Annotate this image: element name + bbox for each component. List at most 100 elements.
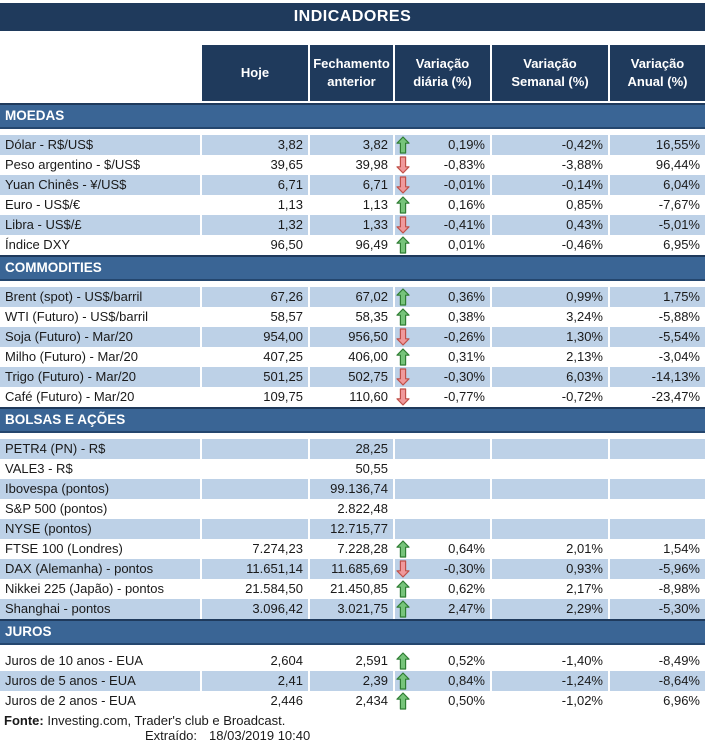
extracted-line[interactable]: Extraído: 18/03/2019 10:40	[145, 728, 705, 743]
cell-variacao-semanal[interactable]: 1,30%	[492, 327, 608, 347]
cell-variacao-anual[interactable]: 1,54%	[610, 539, 705, 559]
cell-fechamento-anterior[interactable]: 3,82	[310, 135, 393, 155]
cell-variacao-semanal[interactable]: -1,02%	[492, 691, 608, 711]
cell-label[interactable]: DAX (Alemanha) - pontos	[0, 559, 200, 579]
cell-label[interactable]: Juros de 10 anos - EUA	[0, 651, 200, 671]
cell-hoje[interactable]: 39,65	[202, 155, 308, 175]
cell-variacao-diaria[interactable]	[395, 479, 490, 499]
cell-label[interactable]: Dólar - R$/US$	[0, 135, 200, 155]
cell-variacao-anual[interactable]: 6,04%	[610, 175, 705, 195]
cell-variacao-semanal[interactable]: -1,24%	[492, 671, 608, 691]
cell-variacao-anual[interactable]: -5,54%	[610, 327, 705, 347]
cell-variacao-anual[interactable]: -5,30%	[610, 599, 705, 619]
cell-variacao-semanal[interactable]: 2,01%	[492, 539, 608, 559]
cell-fechamento-anterior[interactable]: 1,13	[310, 195, 393, 215]
cell-fechamento-anterior[interactable]: 67,02	[310, 287, 393, 307]
cell-variacao-anual[interactable]: -3,04%	[610, 347, 705, 367]
cell-variacao-diaria[interactable]: 0,52%	[395, 651, 490, 671]
cell-variacao-anual[interactable]: -8,64%	[610, 671, 705, 691]
cell-hoje[interactable]: 3,82	[202, 135, 308, 155]
cell-variacao-semanal[interactable]: -3,88%	[492, 155, 608, 175]
cell-label[interactable]: Nikkei 225 (Japão) - pontos	[0, 579, 200, 599]
cell-variacao-diaria[interactable]: -0,83%	[395, 155, 490, 175]
cell-variacao-diaria[interactable]: -0,77%	[395, 387, 490, 407]
cell-variacao-semanal[interactable]	[492, 439, 608, 459]
cell-variacao-anual[interactable]: -5,96%	[610, 559, 705, 579]
cell-variacao-anual[interactable]: -14,13%	[610, 367, 705, 387]
cell-hoje[interactable]: 501,25	[202, 367, 308, 387]
cell-variacao-semanal[interactable]	[492, 499, 608, 519]
cell-fechamento-anterior[interactable]: 96,49	[310, 235, 393, 255]
cell-label[interactable]: Yuan Chinês - ¥/US$	[0, 175, 200, 195]
cell-variacao-anual[interactable]	[610, 439, 705, 459]
cell-hoje[interactable]: 407,25	[202, 347, 308, 367]
cell-hoje[interactable]: 11.651,14	[202, 559, 308, 579]
cell-variacao-diaria[interactable]: -0,30%	[395, 559, 490, 579]
cell-fechamento-anterior[interactable]: 2.822,48	[310, 499, 393, 519]
cell-fechamento-anterior[interactable]: 2,591	[310, 651, 393, 671]
cell-variacao-semanal[interactable]: 0,43%	[492, 215, 608, 235]
cell-fechamento-anterior[interactable]: 6,71	[310, 175, 393, 195]
cell-label[interactable]: Juros de 2 anos - EUA	[0, 691, 200, 711]
title-bar[interactable]: INDICADORES	[0, 3, 705, 31]
cell-variacao-semanal[interactable]: 2,13%	[492, 347, 608, 367]
cell-fechamento-anterior[interactable]: 956,50	[310, 327, 393, 347]
cell-hoje[interactable]: 954,00	[202, 327, 308, 347]
cell-variacao-semanal[interactable]: -0,46%	[492, 235, 608, 255]
cell-hoje[interactable]: 109,75	[202, 387, 308, 407]
cell-label[interactable]: Brent (spot) - US$/barril	[0, 287, 200, 307]
cell-variacao-diaria[interactable]: -0,26%	[395, 327, 490, 347]
cell-variacao-diaria[interactable]	[395, 439, 490, 459]
cell-variacao-semanal[interactable]: -1,40%	[492, 651, 608, 671]
cell-fechamento-anterior[interactable]: 21.450,85	[310, 579, 393, 599]
cell-variacao-diaria[interactable]: 0,64%	[395, 539, 490, 559]
cell-variacao-anual[interactable]: -8,49%	[610, 651, 705, 671]
cell-variacao-diaria[interactable]: 0,62%	[395, 579, 490, 599]
cell-label[interactable]: Trigo (Futuro) - Mar/20	[0, 367, 200, 387]
cell-hoje[interactable]: 2,446	[202, 691, 308, 711]
cell-variacao-semanal[interactable]: 6,03%	[492, 367, 608, 387]
cell-fechamento-anterior[interactable]: 502,75	[310, 367, 393, 387]
cell-fechamento-anterior[interactable]: 28,25	[310, 439, 393, 459]
cell-label[interactable]: PETR4 (PN) - R$	[0, 439, 200, 459]
cell-variacao-anual[interactable]: -5,01%	[610, 215, 705, 235]
cell-hoje[interactable]	[202, 519, 308, 539]
col-header-variacao-diaria[interactable]: Variação diária (%)	[395, 45, 490, 101]
cell-variacao-diaria[interactable]: 0,38%	[395, 307, 490, 327]
cell-fechamento-anterior[interactable]: 99.136,74	[310, 479, 393, 499]
cell-label[interactable]: Shanghai - pontos	[0, 599, 200, 619]
cell-variacao-anual[interactable]: -5,88%	[610, 307, 705, 327]
cell-fechamento-anterior[interactable]: 110,60	[310, 387, 393, 407]
cell-variacao-diaria[interactable]: 0,84%	[395, 671, 490, 691]
cell-variacao-anual[interactable]: 6,96%	[610, 691, 705, 711]
cell-hoje[interactable]: 3.096,42	[202, 599, 308, 619]
cell-variacao-diaria[interactable]: 0,01%	[395, 235, 490, 255]
cell-label[interactable]: NYSE (pontos)	[0, 519, 200, 539]
cell-hoje[interactable]	[202, 439, 308, 459]
cell-variacao-semanal[interactable]: -0,14%	[492, 175, 608, 195]
cell-hoje[interactable]: 58,57	[202, 307, 308, 327]
cell-hoje[interactable]: 2,41	[202, 671, 308, 691]
cell-variacao-anual[interactable]	[610, 519, 705, 539]
cell-variacao-diaria[interactable]: 0,36%	[395, 287, 490, 307]
cell-variacao-anual[interactable]: 6,95%	[610, 235, 705, 255]
cell-variacao-anual[interactable]: 1,75%	[610, 287, 705, 307]
cell-label[interactable]: S&P 500 (pontos)	[0, 499, 200, 519]
cell-label[interactable]: Café (Futuro) - Mar/20	[0, 387, 200, 407]
cell-hoje[interactable]	[202, 499, 308, 519]
cell-fechamento-anterior[interactable]: 1,33	[310, 215, 393, 235]
cell-variacao-diaria[interactable]	[395, 519, 490, 539]
cell-variacao-semanal[interactable]: 2,17%	[492, 579, 608, 599]
cell-variacao-semanal[interactable]: 2,29%	[492, 599, 608, 619]
col-header-variacao-semanal[interactable]: Variação Semanal (%)	[492, 45, 608, 101]
source-line[interactable]: Fonte: Investing.com, Trader's club e Br…	[0, 713, 705, 728]
cell-variacao-semanal[interactable]: 3,24%	[492, 307, 608, 327]
cell-fechamento-anterior[interactable]: 2,434	[310, 691, 393, 711]
cell-fechamento-anterior[interactable]: 2,39	[310, 671, 393, 691]
cell-variacao-diaria[interactable]: -0,30%	[395, 367, 490, 387]
section-header-bolsas-e-a-es[interactable]: BOLSAS E AÇÕES	[0, 407, 705, 433]
cell-hoje[interactable]	[202, 459, 308, 479]
cell-variacao-diaria[interactable]: 0,50%	[395, 691, 490, 711]
cell-fechamento-anterior[interactable]: 7.228,28	[310, 539, 393, 559]
cell-variacao-semanal[interactable]: -0,42%	[492, 135, 608, 155]
